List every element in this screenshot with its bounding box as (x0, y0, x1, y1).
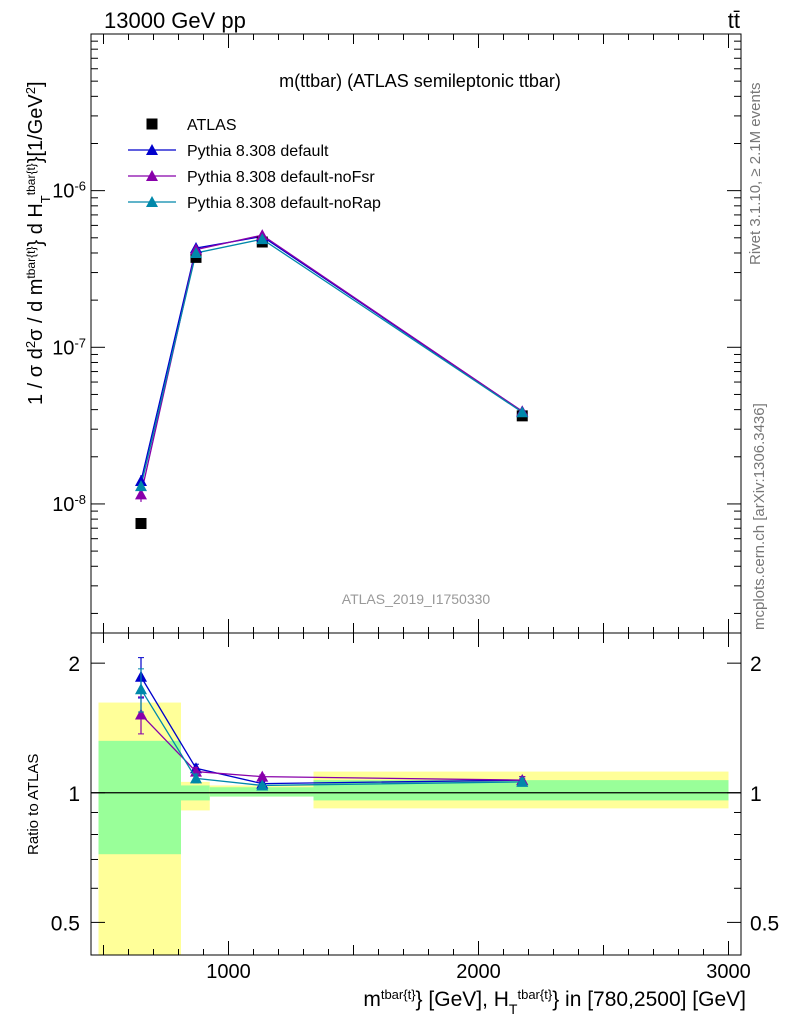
ratio-line (140, 688, 523, 787)
ratio-point (135, 708, 147, 720)
ratio-y-tick-label: 0.5 (51, 912, 80, 935)
main-y-axis-label: 1 / σ d2σ / d mtbar{t}} d HTtbar{t}}[1/G… (23, 81, 53, 405)
mc-point (256, 233, 269, 245)
mc-point (190, 246, 202, 258)
mc-point (135, 488, 147, 500)
ratio-frame (90, 632, 742, 956)
y-tick-label: 10-7 (52, 335, 86, 360)
ratio-y-tick-label: 1 (68, 783, 80, 806)
data-point (135, 518, 147, 530)
ratio-point (516, 775, 529, 787)
ratio-y-tick-label-right: 1 (750, 783, 762, 806)
y-tick-label: 10-6 (52, 178, 86, 203)
x-tick-label: 1000 (206, 961, 251, 983)
side-label-top: Rivet 3.1.10, ≥ 2.1M events (747, 83, 764, 266)
x-tick-label: 3000 (706, 961, 751, 983)
y-tick-label: 10-8 (52, 491, 86, 516)
energy-label: 13000 GeV pp (104, 8, 246, 33)
ratio-y-tick-label-right: 2 (750, 653, 762, 676)
legend-marker (146, 170, 158, 181)
series-line (140, 234, 523, 495)
legend: ATLAS Pythia 8.308 default Pythia 8.308 de… (128, 117, 381, 212)
ratio-y-axis-label: Ratio to ATLAS (25, 754, 42, 855)
x-axis-label: mtbar{t}} [GeV], HTtbar{t}} in [780,2500… (363, 987, 746, 1018)
ratio-y-tick-label: 2 (68, 653, 80, 676)
legend-marker (146, 144, 158, 155)
series-line (140, 235, 523, 482)
ratio-plot: 0.5 0.5 1 1 2 2 1000 2000 3000 (51, 632, 779, 983)
legend-label: Pythia 8.308 default-noFsr (187, 169, 375, 186)
ratio-point (256, 770, 269, 782)
x-tick-label: 2000 (456, 961, 501, 983)
mc-point (516, 406, 529, 418)
series-line (140, 238, 523, 487)
legend-marker (146, 118, 158, 130)
ratio-line (140, 714, 523, 781)
process-label: tt̄ (728, 8, 740, 33)
legend-marker (146, 196, 158, 207)
watermark: ATLAS_2019_I1750330 (342, 591, 491, 607)
ratio-y-tick-label-right: 0.5 (750, 912, 779, 935)
mc-point (135, 480, 147, 492)
ratio-point (190, 772, 202, 784)
ratio-point (135, 683, 147, 695)
uncertainty-band-inner (98, 740, 181, 855)
side-label-bottom: mcplots.cern.ch [arXiv:1306.3436] (751, 403, 768, 630)
ratio-line (140, 676, 523, 785)
uncertainty-band-inner (313, 780, 729, 801)
legend-label: Pythia 8.308 default (187, 143, 329, 160)
chart-title: m(ttbar) (ATLAS semileptonic ttbar) (279, 71, 561, 91)
legend-label: ATLAS (187, 117, 237, 134)
legend-label: Pythia 8.308 default-noRap (187, 195, 381, 212)
uncertainty-band-inner (209, 787, 314, 797)
main-plot: 10-8 10-7 10-6 (52, 33, 742, 634)
ratio-point (256, 779, 269, 791)
